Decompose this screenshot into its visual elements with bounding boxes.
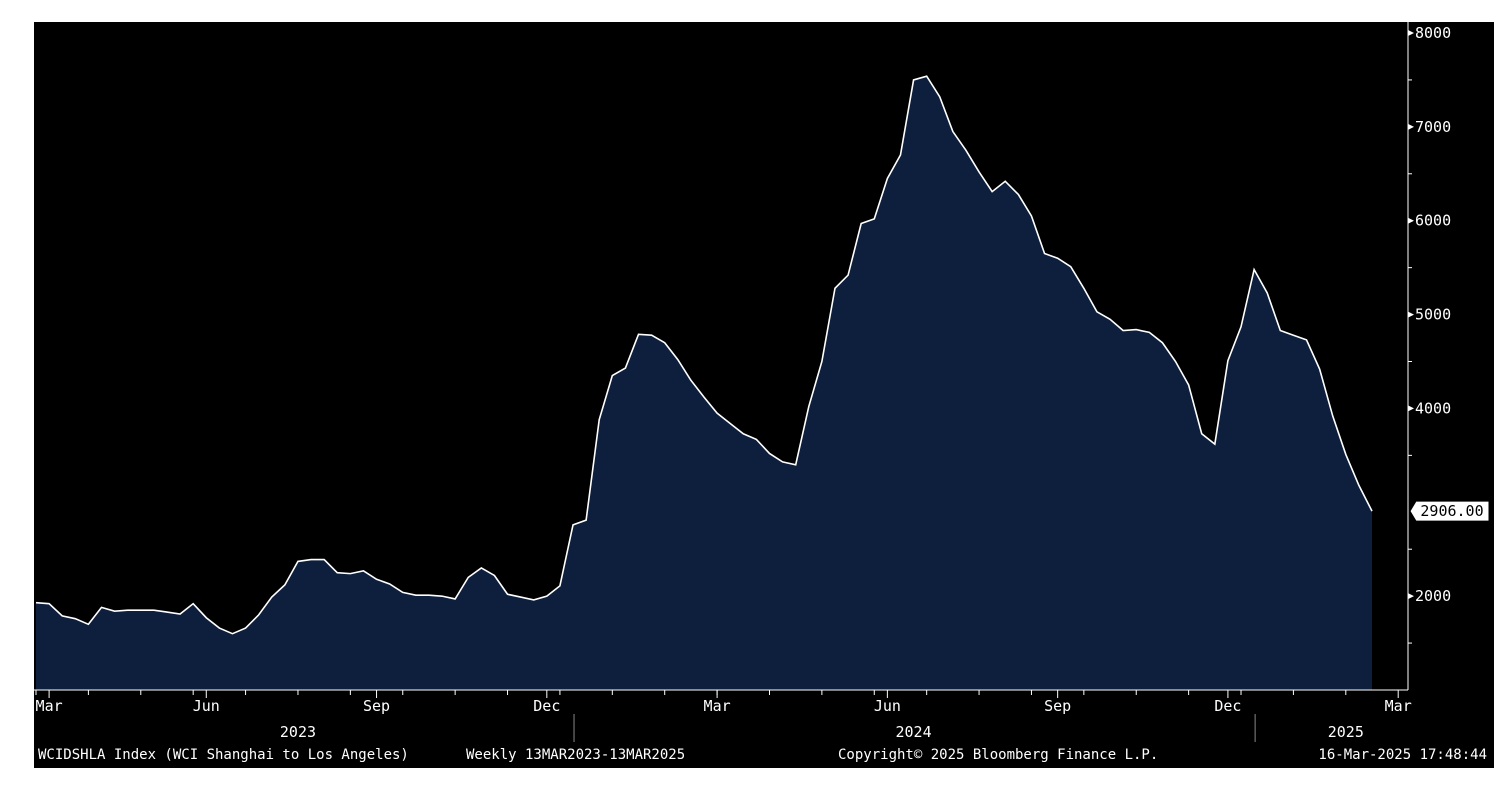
footer-timestamp: 16-Mar-2025 17:48:44 [1318, 747, 1487, 763]
last-value-label: 2906.00 [1420, 502, 1483, 520]
x-year-label: 2023 [280, 723, 316, 741]
x-tick-label: Sep [363, 697, 390, 715]
y-tick-label: 5000 [1415, 306, 1451, 324]
footer-index-desc: WCIDSHLA Index (WCI Shanghai to Los Ange… [38, 747, 409, 763]
y-tick-label: 6000 [1415, 212, 1451, 230]
x-tick-label: Jun [874, 697, 901, 715]
footer-copyright: Copyright© 2025 Bloomberg Finance L.P. [838, 747, 1158, 763]
x-tick-label: Dec [1214, 697, 1241, 715]
x-tick-label: Mar [1385, 697, 1412, 715]
y-tick-label: 7000 [1415, 118, 1451, 136]
y-tick-label: 4000 [1415, 399, 1451, 417]
x-tick-label: Jun [193, 697, 220, 715]
x-tick-label: Mar [36, 697, 63, 715]
y-tick-label: 8000 [1415, 24, 1451, 42]
y-tick-label: 2000 [1415, 587, 1451, 605]
x-tick-label: Dec [533, 697, 560, 715]
x-year-label: 2025 [1328, 723, 1364, 741]
x-tick-label: Mar [704, 697, 731, 715]
x-tick-label: Sep [1044, 697, 1071, 715]
footer-period: Weekly 13MAR2023-13MAR2025 [466, 747, 685, 763]
x-year-label: 2024 [896, 723, 932, 741]
